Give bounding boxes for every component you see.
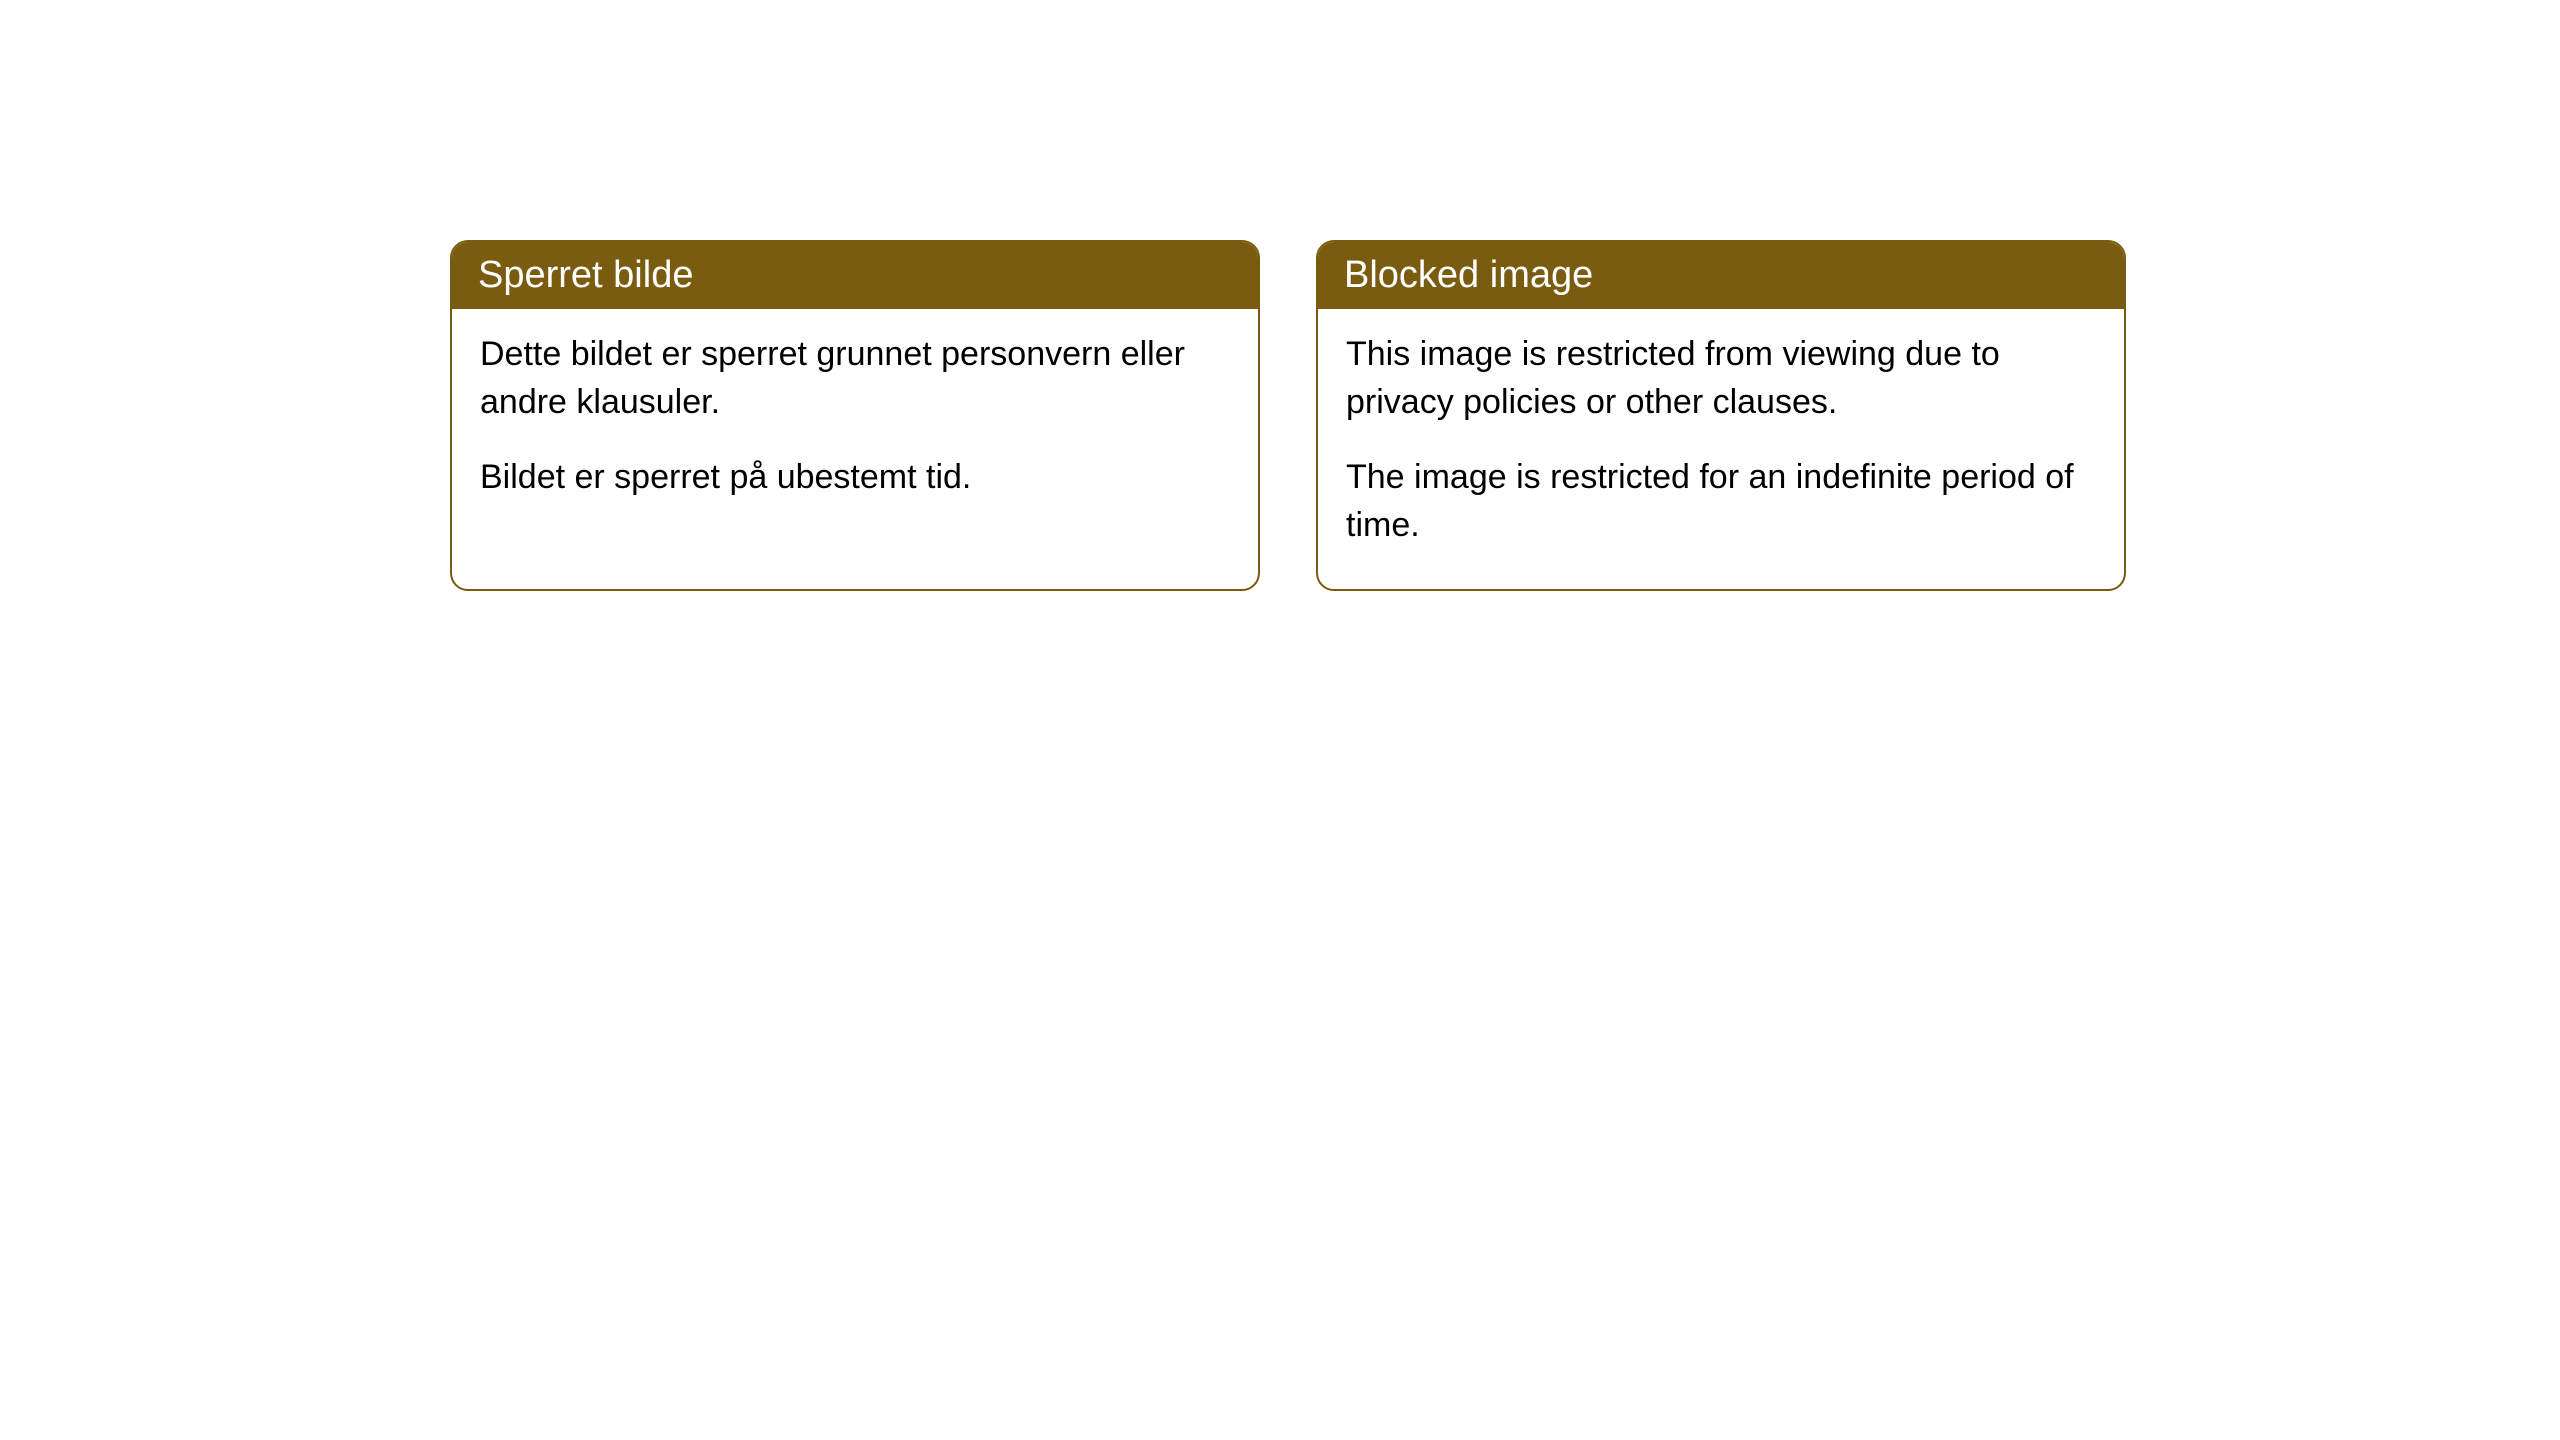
notice-cards-container: Sperret bilde Dette bildet er sperret gr… <box>450 240 2126 591</box>
card-title-english: Blocked image <box>1344 254 1593 296</box>
card-title-norwegian: Sperret bilde <box>478 254 693 296</box>
card-paragraph-2-english: The image is restricted for an indefinit… <box>1346 454 2096 549</box>
card-header-english: Blocked image <box>1318 242 2124 309</box>
card-body-norwegian: Dette bildet er sperret grunnet personve… <box>452 309 1258 542</box>
notice-card-norwegian: Sperret bilde Dette bildet er sperret gr… <box>450 240 1260 591</box>
card-header-norwegian: Sperret bilde <box>452 242 1258 309</box>
card-paragraph-2-norwegian: Bildet er sperret på ubestemt tid. <box>480 454 1230 502</box>
card-paragraph-1-norwegian: Dette bildet er sperret grunnet personve… <box>480 331 1230 426</box>
card-paragraph-1-english: This image is restricted from viewing du… <box>1346 331 2096 426</box>
notice-card-english: Blocked image This image is restricted f… <box>1316 240 2126 591</box>
card-body-english: This image is restricted from viewing du… <box>1318 309 2124 589</box>
